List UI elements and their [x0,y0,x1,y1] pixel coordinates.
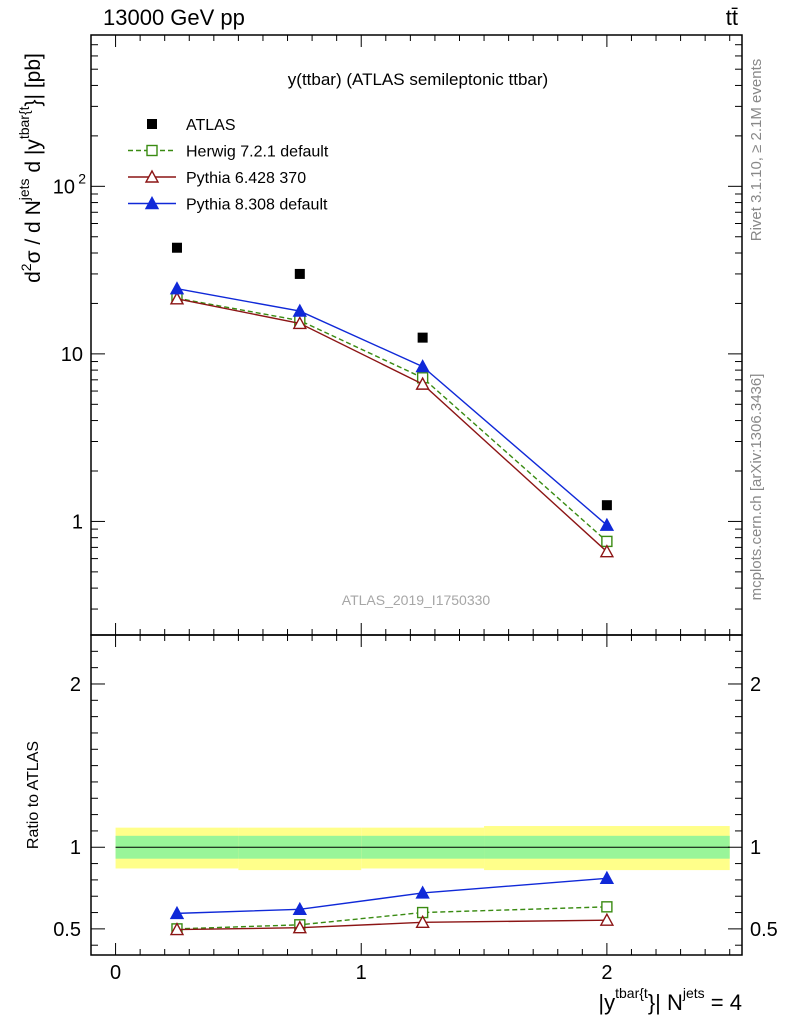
pythia-8-308-default-line [176,877,607,915]
mcplots-label: mcplots.cern.ch [arXiv:1306.3436] [748,374,765,601]
ratio-y-tick-label: 0.5 [53,919,81,941]
pythia-8-308-default-point [169,905,185,920]
main-plot-title: y(ttbar) (ATLAS semileptonic ttbar) [288,70,548,89]
pythia-6-428-370-line [176,298,608,553]
legend-marker-atlas [147,119,157,129]
pythia-6-428-370-point [415,376,430,390]
ratio-y-tick-label: 1 [70,837,81,859]
ylabel-dy: d |y [22,139,45,179]
header-energy-label: 13000 GeV pp [103,5,245,30]
svg-text:|ytbar{t}| Njets = 4: |ytbar{t}| Njets = 4 [598,985,742,1015]
pythia-6-428-370-point [415,914,430,929]
pythia-8-308-default-point [599,517,615,531]
ratio-y-tick-label: 2 [70,674,81,696]
pythia-6-428-370-point [599,912,615,926]
main-plot-marks [169,242,615,558]
ylabel-power: 2 [18,263,34,271]
legend-marker-pythia-6-428-370 [144,169,160,183]
ratio-uncertainty-bands [115,826,730,871]
herwig-7-2-1-default-line [176,906,607,930]
svg-text:d2σ / d Njets d |ytbar{t}| [pb: d2σ / d Njets d |ytbar{t}| [pb] [16,53,45,283]
ylabel-close: }| [pb] [22,53,45,106]
pythia-8-308-default-point [292,901,307,915]
herwig-7-2-1-default-line [176,297,608,542]
ylabel-jets: jets [16,178,32,201]
x-tick-label: 0 [110,962,121,984]
ratio-plot-frame [90,634,743,956]
atlas-point [294,268,305,279]
x-tick-label: 1 [356,962,367,984]
ylabel-sigma: σ / d N [22,200,45,263]
ratio-plot-marks [169,870,615,936]
ylabel-d: d [22,271,45,283]
watermark-label: ATLAS_2019_I1750330 [342,592,491,608]
pythia-6-428-370-line [176,919,607,931]
xlabel-jets: jets [682,985,705,1001]
header-process-label: tt̄ [726,5,738,30]
xlabel-njets: }| N [648,990,683,1015]
legend-label-pythia-6-428-370: Pythia 6.428 370 [186,170,306,187]
main-y-tick-exponent: 2 [78,170,86,186]
main-y-tick-label: 1 [72,511,83,533]
ratio-y-axis-label: Ratio to ATLAS [25,741,42,849]
atlas-point [171,242,182,253]
xlabel-abs: |y [598,990,615,1015]
pythia-8-308-default-line [176,287,608,526]
x-axis-label: |ytbar{t}| Njets = 4 [598,985,742,1015]
xlabel-value: = 4 [705,990,742,1015]
pythia-6-428-370-point [169,922,185,936]
ratio-y-tick-label-right: 2 [750,674,761,696]
main-y-tick-label: 10 [53,176,75,198]
pythia-8-308-default-point [169,281,185,295]
ratio-axis-ticks: 0 1 2 0.5 0.5 1 1 2 2 [53,635,778,984]
ratio-y-tick-label-right: 0.5 [750,919,778,941]
pythia-8-308-default-point [292,303,307,317]
xlabel-tbar: tbar{t [615,985,648,1001]
pythia-6-428-370-point [599,544,615,558]
main-y-axis-label: d2σ / d Njets d |ytbar{t}| [pb] [16,53,45,283]
ratio-y-tick-label-right: 1 [750,837,761,859]
pythia-6-428-370-point [292,920,307,934]
herwig-7-2-1-default-point [601,901,613,913]
x-tick-label: 2 [601,962,612,984]
legend-label-herwig-7-2-1-default: Herwig 7.2.1 default [186,144,329,161]
legend-label-pythia-8-308-default: Pythia 8.308 default [186,197,328,214]
legend-marker-herwig-7-2-1-default [146,144,158,157]
pythia-6-428-370-point [292,315,307,330]
atlas-point [601,500,612,511]
pythia-8-308-default-point [415,885,430,899]
ratio-plot-panel: 0 1 2 0.5 0.5 1 1 2 2 Ratio to ATLAS |ytbar{t}| … [25,634,778,1015]
ylabel-tbar: tbar{t [16,106,32,139]
atlas-point [417,332,428,343]
pythia-8-308-default-point [415,359,430,373]
legend-label-atlas: ATLAS [186,117,236,134]
rivet-label: Rivet 3.1.10, ≥ 2.1M events [748,59,765,242]
legend: ATLAS Herwig 7.2.1 default Pythia 6.428 37… [128,117,329,214]
main-y-tick-label: 10 [61,344,83,366]
pythia-6-428-370-point [169,291,185,305]
pythia-8-308-default-point [599,870,615,884]
legend-marker-pythia-8-308-default [144,196,160,210]
